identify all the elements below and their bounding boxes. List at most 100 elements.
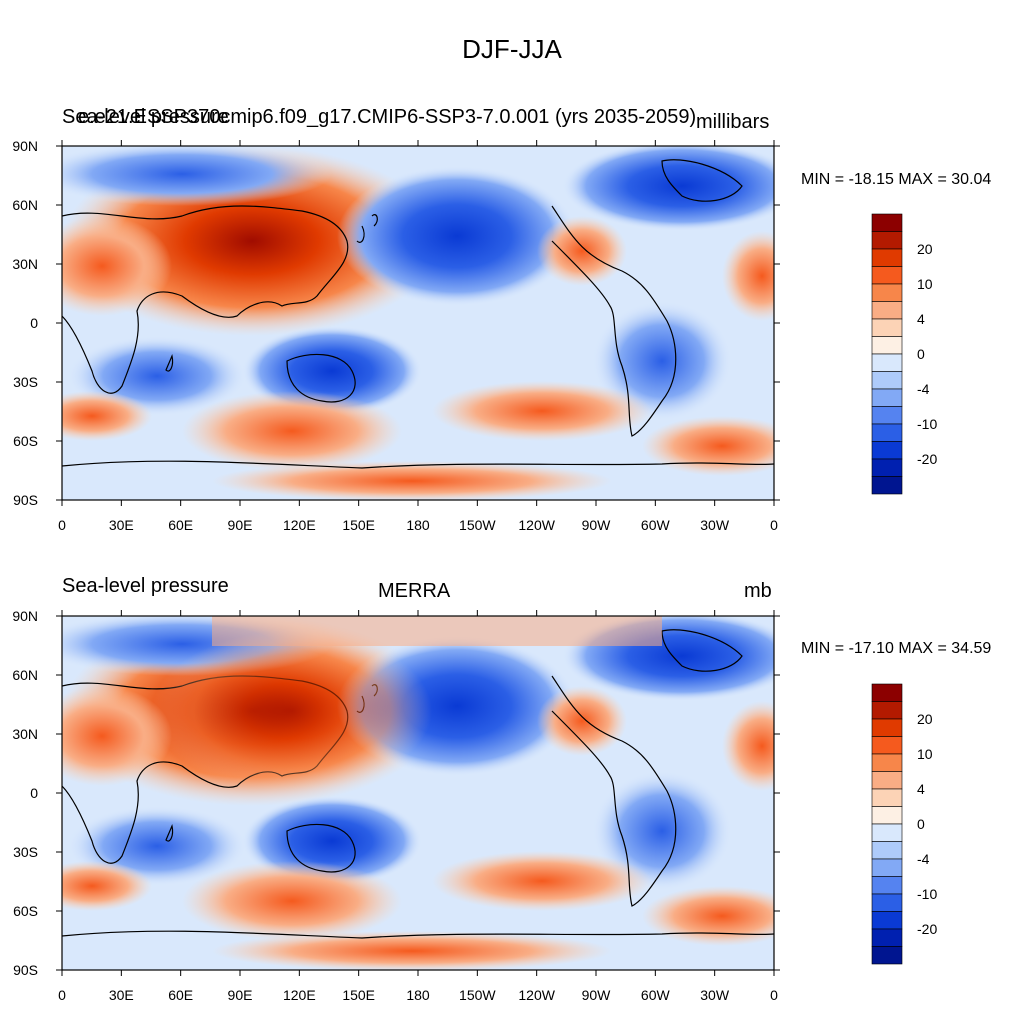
panel2-colorbar-label: -10 xyxy=(917,886,937,902)
panel1-colorbar-swatch xyxy=(871,266,903,285)
panel2-lon-label: 180 xyxy=(406,987,430,1003)
panel1-lat-label: 0 xyxy=(30,315,38,331)
panel1-colorbar-label: -20 xyxy=(917,451,937,467)
panel1-lat-label: 90S xyxy=(13,492,38,508)
panel2-colorbar-swatch xyxy=(871,841,903,860)
panel1-colorbar-swatch xyxy=(871,283,903,302)
panel2-colorbar-swatch xyxy=(871,718,903,737)
panel2-center-title: MERRA xyxy=(378,580,451,602)
panel1-lat-axis: 90N 60N 30N 0 30S 60S 90S xyxy=(12,138,780,508)
panel2-lon-label: 150W xyxy=(459,987,496,1003)
panel2-min-max: MIN = -17.10 MAX = 34.59 xyxy=(801,640,992,657)
panel2-lon-label: 60W xyxy=(641,987,671,1003)
panel1-colorbar-swatch xyxy=(871,231,903,250)
panel1-center-title: e.e21.ESSP370cmip6.f09_g17.CMIP6-SSP3-7.… xyxy=(78,106,697,128)
panel2-lon-label: 120W xyxy=(518,987,555,1003)
figure-title: DJF-JJA xyxy=(462,34,562,64)
panel2-colorbar-swatch xyxy=(871,946,903,965)
panel2-colorbar: 20 10 4 0 -4 -10 -20 xyxy=(871,683,937,965)
panel2-lat-label: 0 xyxy=(30,785,38,801)
panel1-colorbar-swatch xyxy=(871,318,903,337)
panel1-colorbar-swatch xyxy=(871,213,903,232)
panel2-colorbar-swatch xyxy=(871,788,903,807)
panel1-lon-label: 120W xyxy=(518,517,555,533)
panel2-lon-label: 90W xyxy=(582,987,612,1003)
panel2-colorbar-label: 0 xyxy=(917,816,925,832)
panel1-lon-label: 30W xyxy=(700,517,730,533)
panel2-colorbar-swatch xyxy=(871,771,903,790)
panel2-colorbar-label: 10 xyxy=(917,746,933,762)
panel1-colorbar-swatch xyxy=(871,336,903,355)
panel1-lon-label: 90W xyxy=(582,517,612,533)
panel1-colorbar-swatch xyxy=(871,248,903,267)
panel1-colorbar-swatch xyxy=(871,441,903,460)
panel2-lon-axis: 0 30E 60E 90E 120E 150E 180 150W 120W 90W 60W 30W 0 xyxy=(58,610,778,1003)
panel2-map xyxy=(61,615,775,971)
panel1-lon-label: 30E xyxy=(109,517,134,533)
panel1-lat-label: 60N xyxy=(12,197,38,213)
panel1-colorbar-swatch xyxy=(871,388,903,407)
panel1-lat-label: 90N xyxy=(12,138,38,154)
panel1-colorbar-swatch xyxy=(871,458,903,477)
panel2-colorbar-swatch xyxy=(871,911,903,930)
panel2-colorbar-swatch xyxy=(871,753,903,772)
panel1-colorbar-swatch xyxy=(871,406,903,425)
panel1-lon-label: 150W xyxy=(459,517,496,533)
panel1-colorbar-label: 4 xyxy=(917,311,925,327)
panel1-colorbar-label: 20 xyxy=(917,241,933,257)
panel1-lat-label: 60S xyxy=(13,433,38,449)
panel2-lon-label: 150E xyxy=(342,987,375,1003)
panel1-lon-label: 0 xyxy=(58,517,66,533)
panel2-lon-label: 0 xyxy=(58,987,66,1003)
panel1-min-max: MIN = -18.15 MAX = 30.04 xyxy=(801,171,992,188)
panel2-colorbar-swatch xyxy=(871,823,903,842)
panel1-colorbar-label: -4 xyxy=(917,381,930,397)
panel2-lat-label: 30S xyxy=(13,844,38,860)
panel2-colorbar-label: 20 xyxy=(917,711,933,727)
panel1-lon-label: 60W xyxy=(641,517,671,533)
panel1-lat-label: 30S xyxy=(13,374,38,390)
panel2-colorbar-label: -20 xyxy=(917,921,937,937)
panel2-lat-label: 60S xyxy=(13,903,38,919)
panel2-lon-label: 60E xyxy=(168,987,193,1003)
panel1-colorbar-label: 10 xyxy=(917,276,933,292)
panel1-colorbar-swatch xyxy=(871,371,903,390)
panel2-lon-label: 30E xyxy=(109,987,134,1003)
panel2-colorbar-swatch xyxy=(871,858,903,877)
panel2-colorbar-swatch xyxy=(871,928,903,947)
panel2-lon-label: 90E xyxy=(228,987,253,1003)
panel1-units: millibars xyxy=(696,111,770,133)
panel1-colorbar-swatch xyxy=(871,353,903,372)
panel2-colorbar-swatch xyxy=(871,683,903,702)
panel2-lat-label: 60N xyxy=(12,667,38,683)
panel1-lon-axis: 0 30E 60E 90E 120E 150E 180 150W 120W 90W 60W 30W 0 xyxy=(58,140,778,533)
panel1-left-title: Sea-level pressure xyxy=(62,106,229,128)
panel2-colorbar-label: -4 xyxy=(917,851,930,867)
panel1-map xyxy=(61,145,775,501)
panel2-lon-label: 0 xyxy=(770,987,778,1003)
panel2-lat-label: 30N xyxy=(12,726,38,742)
panel2-colorbar-swatch xyxy=(871,736,903,755)
panel1-colorbar: 20 10 4 0 -4 -10 -20 xyxy=(871,213,937,495)
panel2-colorbar-label: 4 xyxy=(917,781,925,797)
panel1-lon-label: 0 xyxy=(770,517,778,533)
panel1-lon-label: 120E xyxy=(283,517,316,533)
panel2-lat-label: 90N xyxy=(12,608,38,624)
panel2-lon-label: 120E xyxy=(283,987,316,1003)
panel2-lon-label: 30W xyxy=(700,987,730,1003)
panel1-lon-label: 150E xyxy=(342,517,375,533)
panel1-lat-label: 30N xyxy=(12,256,38,272)
panel2-colorbar-swatch xyxy=(871,893,903,912)
panel2-left-title: Sea-level pressure xyxy=(62,575,229,597)
panel1-lon-label: 60E xyxy=(168,517,193,533)
panel1-colorbar-label: 0 xyxy=(917,346,925,362)
panel1-lon-label: 180 xyxy=(406,517,430,533)
panel1-colorbar-swatch xyxy=(871,476,903,495)
panel1-colorbar-swatch xyxy=(871,423,903,442)
panel1-lon-label: 90E xyxy=(228,517,253,533)
panel1-colorbar-swatch xyxy=(871,301,903,320)
panel2-colorbar-swatch xyxy=(871,701,903,720)
panel2-lat-label: 90S xyxy=(13,962,38,978)
panel2-colorbar-swatch xyxy=(871,876,903,895)
